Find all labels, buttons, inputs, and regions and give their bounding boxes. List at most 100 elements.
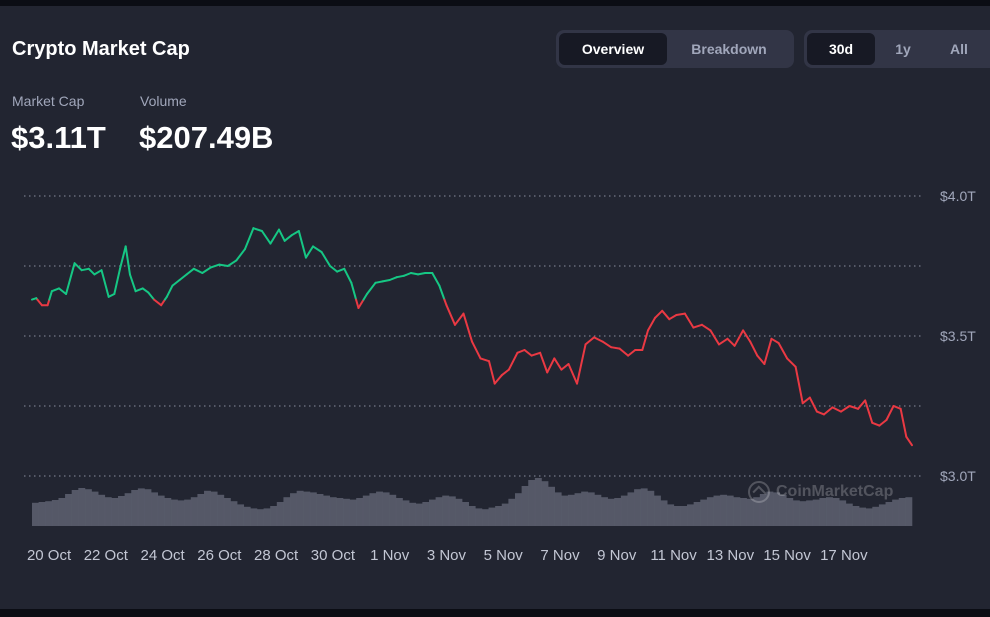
volume-bar <box>243 506 251 526</box>
line-segment <box>417 272 427 276</box>
volume-bar <box>700 499 708 526</box>
line-segment <box>57 287 68 295</box>
line-segment <box>218 263 229 267</box>
volume-bar <box>488 507 496 526</box>
line-segment <box>493 374 503 385</box>
volume-bar <box>389 494 397 526</box>
volume-bar <box>878 504 886 526</box>
x-tick-label: 20 Oct <box>27 547 72 564</box>
volume-bar <box>627 492 635 526</box>
line-segment <box>692 323 703 329</box>
line-segment <box>733 329 745 347</box>
volume-bar <box>905 497 913 526</box>
x-tick-label: 30 Oct <box>311 547 356 564</box>
volume-bar <box>720 494 728 526</box>
volume-bar <box>594 494 602 526</box>
line-segment <box>871 421 881 427</box>
volume-bar <box>230 501 238 526</box>
volume-bar <box>587 492 595 526</box>
line-segment <box>700 323 712 332</box>
line-segment <box>892 405 902 410</box>
volume-bar <box>104 497 112 526</box>
line-segment <box>350 281 358 301</box>
volume-bar <box>290 493 297 526</box>
volume-bar <box>349 499 357 526</box>
line-segment <box>36 298 43 307</box>
line-segment <box>201 266 212 274</box>
volume-bar <box>653 495 661 526</box>
line-segment <box>717 337 729 346</box>
line-segment <box>153 298 163 307</box>
volume-bar <box>428 499 436 526</box>
volume-bar <box>819 498 827 526</box>
volume-label: Volume <box>140 93 187 109</box>
volume-bar <box>237 504 245 526</box>
volume-bar <box>548 486 556 526</box>
line-segment <box>277 228 286 242</box>
line-segment <box>831 406 843 413</box>
volume-bar <box>845 503 853 526</box>
volume-bar <box>84 489 92 526</box>
volume-bar <box>607 498 615 526</box>
volume-bar <box>687 504 694 526</box>
line-segment <box>661 309 671 321</box>
volume-bar <box>395 498 403 526</box>
volume-bar <box>839 500 847 526</box>
line-segment <box>336 267 346 273</box>
range-30d[interactable]: 30d <box>807 33 875 65</box>
volume-bar <box>647 490 655 526</box>
line-segment <box>777 342 789 360</box>
line-segment <box>618 347 630 357</box>
range-1y[interactable]: 1y <box>895 41 911 57</box>
volume-bar <box>528 480 536 526</box>
market-cap-value: $3.11T <box>11 120 106 155</box>
line-segment <box>479 357 491 363</box>
line-segment <box>770 337 780 344</box>
line-segment <box>402 272 412 277</box>
volume-bar <box>541 481 549 526</box>
volume-bar <box>508 498 516 526</box>
line-segment <box>808 396 818 413</box>
volume-bar <box>739 498 747 526</box>
volume-bar <box>713 495 721 526</box>
tab-overview[interactable]: Overview <box>559 33 667 65</box>
line-segment <box>171 279 181 287</box>
volume-value: $207.49B <box>139 120 274 155</box>
volume-bar <box>223 498 231 526</box>
volume-bar <box>601 497 608 526</box>
x-tick-label: 22 Oct <box>84 547 129 564</box>
volume-bar <box>673 506 681 526</box>
line-segment <box>395 274 405 279</box>
line-segment <box>683 312 695 329</box>
line-segment <box>815 410 825 416</box>
volume-bar <box>806 500 814 526</box>
line-segment <box>290 230 300 237</box>
volume-bar <box>184 499 192 526</box>
range-toggle: 30d 1y All <box>804 30 990 68</box>
volume-bar <box>667 504 675 526</box>
tab-breakdown[interactable]: Breakdown <box>691 41 767 57</box>
line-segment <box>48 290 53 301</box>
range-all[interactable]: All <box>950 41 968 57</box>
line-segment <box>654 309 664 319</box>
volume-bar <box>753 497 761 526</box>
line-segment <box>462 312 473 343</box>
volume-bar <box>859 507 866 526</box>
line-segment <box>160 298 166 307</box>
volume-bar <box>65 494 72 526</box>
volume-bar <box>554 492 562 526</box>
x-tick-label: 26 Oct <box>197 547 242 564</box>
watermark-text: CoinMarketCap <box>776 483 894 500</box>
volume-bar <box>852 506 860 526</box>
line-segment <box>546 357 556 374</box>
line-segment <box>726 337 736 347</box>
line-segment <box>445 304 456 326</box>
line-segment <box>584 336 596 346</box>
volume-bar <box>634 489 642 526</box>
line-segment <box>329 265 339 273</box>
y-tick-label: $3.0T <box>940 468 976 484</box>
line-segment <box>848 405 860 410</box>
line-segment <box>297 230 307 259</box>
line-segment <box>87 267 96 276</box>
volume-bar <box>329 497 337 526</box>
